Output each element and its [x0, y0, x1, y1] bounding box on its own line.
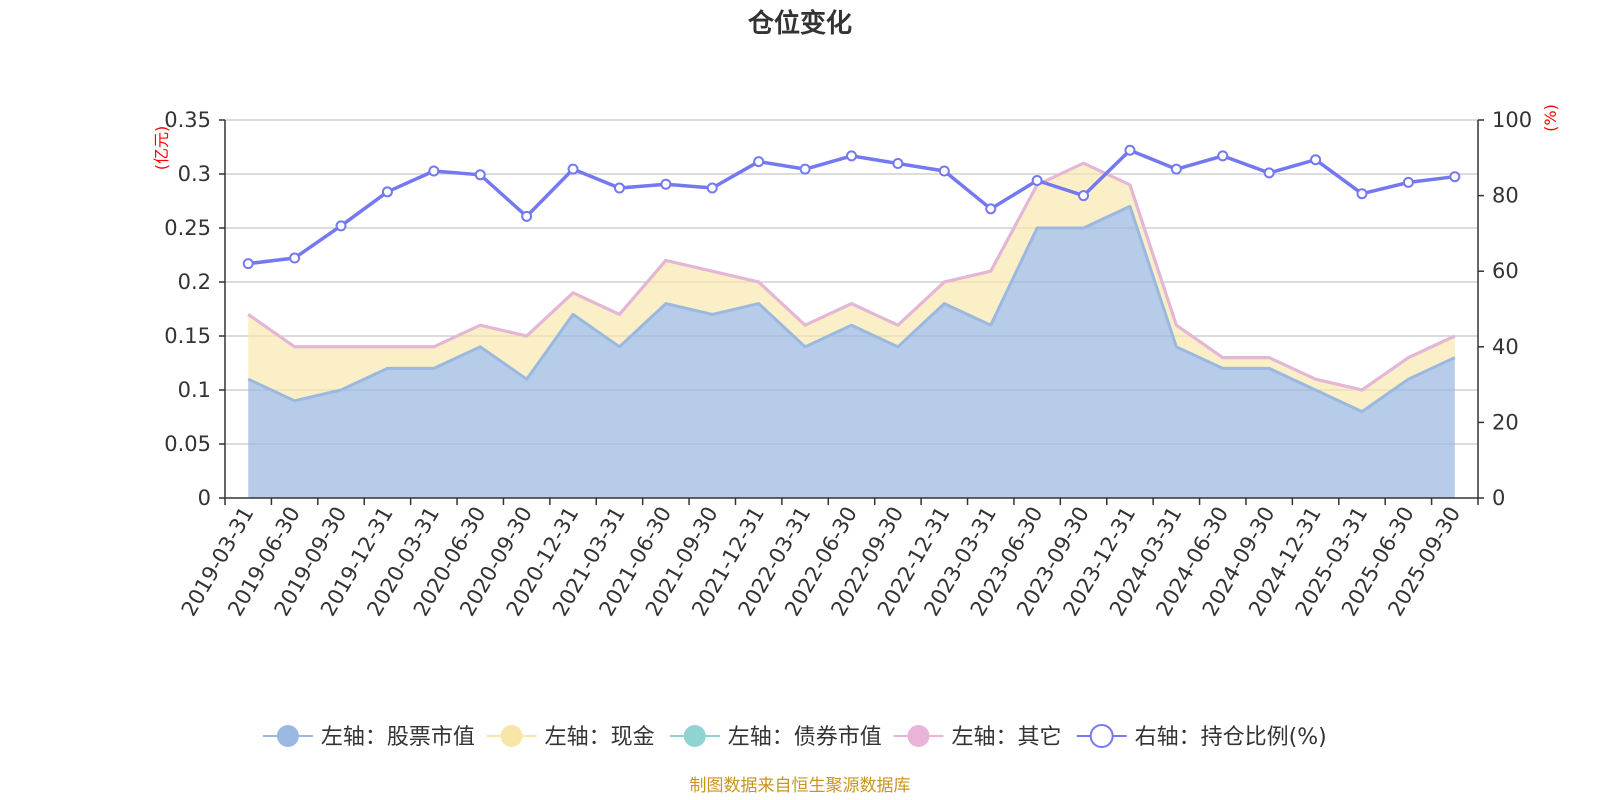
right-axis-tick-label: 20	[1492, 410, 1519, 434]
legend-item-3: 左轴：其它	[893, 725, 1061, 750]
right-axis-unit: (%)	[1541, 104, 1560, 132]
position-ratio-point	[1402, 176, 1414, 188]
position-ratio-point	[289, 252, 301, 264]
right-axis-tick-label: 100	[1492, 108, 1532, 132]
right-axis-tick-label: 0	[1492, 486, 1505, 510]
legend-item-4: 右轴：持仓比例(%)	[1076, 724, 1327, 750]
left-axis-tick-label: 0.3	[178, 162, 211, 186]
position-ratio-point	[1263, 167, 1275, 179]
left-axis-unit: (亿元)	[152, 126, 171, 171]
legend-item-1: 左轴：现金	[486, 725, 655, 750]
legend-label: 左轴：债券市值	[728, 725, 882, 750]
legend-symbol-marker	[683, 725, 706, 747]
left-axis-tick-label: 0.1	[178, 378, 211, 402]
legend-item-0: 左轴：股票市值	[262, 725, 475, 750]
chart-legend: 左轴：股票市值 左轴：现金 左轴：债券市值 左轴：其它 右轴：持仓比例(%)	[262, 724, 1327, 750]
legend-symbol-marker	[500, 725, 523, 747]
left-axis-tick-label: 0.2	[178, 270, 211, 294]
legend-symbol-marker	[907, 725, 930, 747]
legend-label: 左轴：股票市值	[321, 725, 475, 750]
position-ratio-point	[613, 182, 625, 194]
position-ratio-point	[1356, 188, 1368, 200]
chart-title: 仓位变化	[747, 8, 852, 39]
legend-item-2: 左轴：债券市值	[669, 725, 882, 750]
position-ratio-point	[567, 163, 579, 175]
position-ratio-point	[1031, 174, 1043, 186]
right-axis-tick-label: 60	[1492, 259, 1519, 283]
area-outline-0	[247, 204, 1456, 414]
data-source-note: 制图数据来自恒生聚源数据库	[690, 776, 911, 796]
area-series-1	[248, 163, 1455, 412]
position-ratio-line	[247, 148, 1456, 266]
stacked-areas	[247, 161, 1456, 498]
legend-symbol-marker	[1089, 724, 1114, 748]
position-ratio-point	[892, 157, 904, 169]
position-ratio-point	[985, 203, 997, 215]
position-ratio-series	[242, 144, 1461, 270]
position-ratio-point	[938, 165, 950, 177]
left-axis-tick-label: 0.25	[164, 216, 211, 240]
right-axis-tick-label: 80	[1492, 184, 1519, 208]
position-ratio-point	[1449, 171, 1461, 183]
position-ratio-point	[846, 150, 857, 162]
left-axis-tick-label: 0	[198, 486, 211, 510]
position-ratio-point	[1124, 144, 1136, 156]
left-axis-tick-label: 0.15	[164, 324, 211, 348]
position-ratio-point	[753, 156, 765, 168]
position-ratio-point	[660, 178, 672, 190]
position-ratio-point	[1078, 190, 1090, 202]
position-ratio-point	[521, 210, 533, 222]
position-ratio-point	[1170, 163, 1182, 175]
position-ratio-point	[1310, 154, 1322, 166]
legend-label: 左轴：其它	[951, 725, 1061, 750]
right-axis-tick-label: 40	[1492, 335, 1519, 359]
position-ratio-point	[1217, 150, 1229, 162]
left-axis-tick-label: 0.35	[164, 108, 211, 132]
position-ratio-point	[242, 258, 254, 270]
position-ratio-point	[706, 182, 718, 194]
legend-label: 右轴：持仓比例(%)	[1135, 725, 1327, 750]
position-ratio-point	[428, 165, 440, 177]
position-ratio-point	[474, 169, 486, 181]
position-ratio-point	[335, 220, 347, 232]
left-axis-tick-label: 0.05	[164, 432, 211, 456]
position-ratio-point	[799, 163, 811, 175]
position-ratio-point	[381, 186, 393, 198]
legend-label: 左轴：现金	[545, 725, 655, 750]
legend-symbol-marker	[276, 725, 299, 747]
area-outline-3	[247, 161, 1456, 392]
